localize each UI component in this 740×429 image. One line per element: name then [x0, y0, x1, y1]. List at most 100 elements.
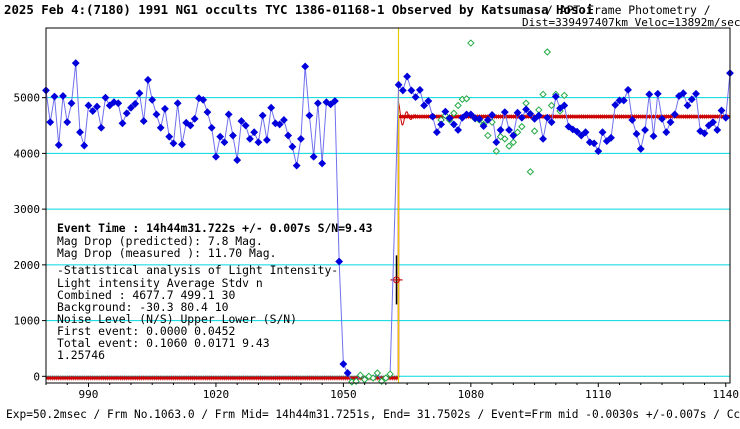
blue-data-point: [263, 136, 271, 144]
blue-data-point: [428, 112, 437, 121]
blue-data-point: [424, 97, 433, 105]
blue-data-point: [513, 108, 522, 117]
blue-data-point: [199, 95, 208, 104]
blue-data-point: [411, 93, 420, 102]
stat-title: -Statistical analysis of Light Intensity…: [57, 263, 338, 277]
blue-data-point: [420, 101, 429, 110]
blue-data-point: [161, 104, 169, 113]
blue-data-point: [492, 138, 501, 147]
blue-data-point: [483, 116, 492, 124]
blue-data-point: [131, 99, 140, 108]
green-data-point: [462, 95, 471, 103]
blue-data-point: [258, 111, 267, 120]
blue-data-point: [581, 128, 590, 137]
y-tick-label: 0: [33, 370, 40, 383]
blue-data-point: [573, 127, 581, 136]
blue-data-point: [326, 100, 335, 109]
blue-data-point: [445, 114, 454, 123]
blue-data-point: [670, 110, 679, 119]
footer-info: Exp=50.2msec / Frm No.1063.0 / Frm Mid= …: [6, 408, 740, 421]
event-time-text: Event Time : 14h44m31.722s +/- 0.007s S/…: [57, 221, 373, 235]
blue-data-point: [653, 89, 662, 98]
blue-data-point: [190, 114, 199, 123]
gridlines: [46, 97, 730, 377]
blue-data-point: [71, 59, 80, 68]
blue-data-point: [178, 140, 186, 149]
blue-data-point: [636, 145, 645, 153]
blue-data-point: [203, 108, 212, 117]
blue-data-point: [713, 126, 722, 134]
blue-data-point: [594, 147, 603, 156]
x-tick-label: 1110: [585, 388, 612, 401]
blue-data-point: [93, 102, 101, 111]
blue-data-point: [709, 118, 717, 127]
green-data-point: [526, 168, 535, 176]
blue-data-point: [526, 109, 535, 118]
blue-data-point: [76, 128, 84, 137]
blue-data-point: [152, 110, 161, 119]
blue-data-point: [534, 111, 543, 120]
blue-data-point: [330, 97, 339, 105]
blue-data-point: [54, 141, 63, 149]
mag-drop-predicted: Mag Drop (predicted): 7.8 Mag.: [57, 234, 263, 248]
blue-data-point: [645, 90, 654, 99]
y-tick-label: 2000: [14, 259, 41, 272]
blue-data-point: [144, 75, 152, 84]
blue-data-point: [309, 152, 318, 161]
blue-data-point: [296, 134, 305, 143]
blue-data-point: [475, 114, 484, 123]
blue-data-point: [156, 123, 165, 132]
blue-data-point: [662, 128, 671, 137]
x-tick-label: 1050: [330, 388, 357, 401]
blue-data-point: [148, 95, 157, 104]
blue-data-point: [437, 120, 446, 129]
blue-data-point: [59, 92, 67, 100]
chart-subtitle-distance: Dist=339497407km Veloc=13892m/sec: [522, 16, 740, 29]
blue-data-point: [186, 121, 195, 130]
blue-data-point: [466, 110, 475, 119]
blue-data-point: [407, 86, 416, 95]
blue-data-point: [683, 101, 692, 110]
blue-data-point: [50, 92, 59, 101]
blue-data-point: [101, 93, 110, 102]
blue-data-point: [173, 99, 182, 108]
y-tick-label: 4000: [14, 147, 41, 160]
blue-data-point: [403, 72, 412, 81]
x-tick-label: 990: [79, 388, 99, 401]
blue-data-point: [479, 122, 488, 130]
blue-data-point: [220, 138, 229, 147]
blue-data-point: [122, 109, 131, 118]
stat-combined: Combined : 4677.7 499.1 30: [57, 288, 235, 302]
blue-data-point: [539, 134, 547, 143]
blue-data-point: [207, 123, 216, 132]
blue-data-point: [398, 86, 407, 95]
green-data-point: [454, 101, 462, 110]
blue-data-point: [169, 139, 178, 148]
blue-data-point: [254, 138, 263, 147]
green-data-point: [518, 122, 526, 131]
blue-data-point: [454, 126, 463, 134]
blue-data-point: [237, 117, 246, 125]
blue-data-point: [63, 118, 72, 127]
x-tick-label: 1020: [203, 388, 230, 401]
green-data-point: [530, 127, 539, 135]
axis-ticks: 0 1000 2000 3000 4000 5000 990 1020 1050 1080 1110…: [14, 92, 740, 401]
model-curve: [45, 102, 731, 381]
blue-data-point: [611, 101, 620, 109]
y-tick-label: 5000: [14, 92, 41, 105]
blue-data-point: [165, 132, 174, 141]
blue-data-point: [84, 101, 93, 110]
chart-subtitle-right: / APT-Frame Photometry /: [546, 3, 711, 17]
blue-data-point: [46, 118, 55, 127]
blue-data-point: [598, 128, 607, 137]
blue-data-point: [679, 89, 688, 98]
blue-data-point: [551, 92, 560, 101]
green-data-point: [450, 109, 458, 117]
green-data-point: [467, 39, 475, 47]
blue-data-point: [271, 119, 280, 128]
blue-data-point: [560, 101, 569, 110]
green-data-point: [543, 48, 552, 56]
x-tick-label: 1140: [713, 388, 740, 401]
y-tick-label: 3000: [14, 203, 41, 216]
blue-data-point: [543, 113, 552, 122]
